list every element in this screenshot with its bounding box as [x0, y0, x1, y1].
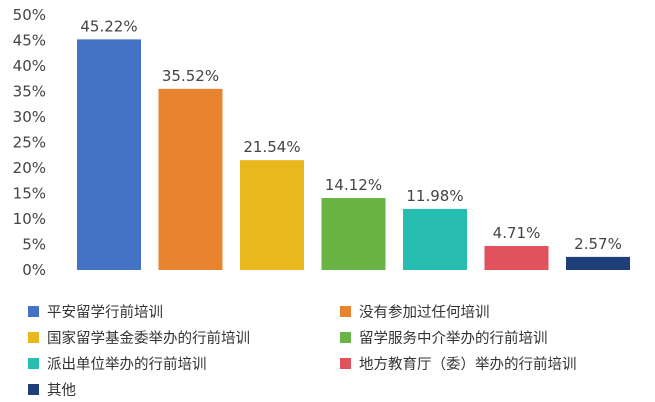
y-axis: 0% 5% 10% 15% 20% 25% 30% 35% 40% 45% 50%	[13, 6, 46, 279]
y-tick-label: 15%	[13, 185, 46, 203]
legend-item: 国家留学基金委举办的行前培训	[28, 328, 340, 347]
legend-swatch	[340, 306, 351, 317]
data-label: 21.54%	[243, 138, 300, 156]
bar-chart: 0% 5% 10% 15% 20% 25% 30% 35% 40% 45% 50% 45.22% 35…	[13, 6, 630, 279]
bar	[321, 197, 386, 270]
legend-item: 没有参加过任何培训	[340, 302, 640, 321]
bar	[158, 88, 223, 271]
bar	[403, 208, 467, 270]
legend-label: 地方教育厅（委）举办的行前培训	[359, 357, 577, 373]
y-tick-label: 0%	[22, 261, 46, 279]
y-tick-label: 20%	[13, 159, 46, 177]
legend-label: 派出单位举办的行前培训	[47, 357, 207, 373]
legend-item: 派出单位举办的行前培训	[28, 354, 340, 373]
legend-swatch	[28, 306, 39, 317]
y-tick-label: 10%	[13, 210, 46, 228]
legend-swatch	[340, 358, 351, 369]
bar	[566, 256, 630, 270]
y-tick-label: 45%	[13, 32, 46, 50]
y-tick-label: 40%	[13, 57, 46, 75]
y-tick-label: 30%	[13, 108, 46, 126]
legend-item: 地方教育厅（委）举办的行前培训	[340, 354, 640, 373]
legend-label: 没有参加过任何培训	[359, 305, 490, 321]
legend-label: 国家留学基金委举办的行前培训	[47, 331, 250, 347]
data-label: 35.52%	[162, 67, 219, 85]
y-tick-label: 25%	[13, 134, 46, 152]
data-labels: 45.22% 35.52% 21.54% 14.12% 11.98% 4.71% 2.57%	[80, 17, 621, 253]
data-label: 11.98%	[406, 187, 463, 205]
bar	[77, 39, 141, 271]
legend-swatch	[28, 332, 39, 343]
legend-item: 留学服务中介举办的行前培训	[340, 328, 640, 347]
legend-swatch	[28, 358, 39, 369]
legend-label: 留学服务中介举办的行前培训	[359, 331, 548, 347]
legend-swatch	[340, 332, 351, 343]
bars	[77, 39, 630, 271]
y-tick-label: 5%	[22, 236, 46, 254]
data-label: 14.12%	[325, 176, 382, 194]
legend-label: 平安留学行前培训	[47, 305, 163, 321]
data-label: 45.22%	[80, 17, 137, 35]
legend-label: 其他	[47, 383, 76, 399]
legend-swatch	[28, 384, 39, 395]
data-label: 4.71%	[493, 224, 541, 242]
legend-item: 平安留学行前培训	[28, 302, 340, 321]
bar	[484, 245, 549, 270]
y-tick-label: 35%	[13, 83, 46, 101]
bar	[240, 160, 304, 270]
data-label: 2.57%	[574, 235, 622, 253]
legend: 平安留学行前培训 没有参加过任何培训国家留学基金委举办的行前培训 留学服务中介举办的…	[28, 302, 648, 399]
y-tick-label: 50%	[13, 6, 46, 24]
legend-item: 其他	[28, 380, 340, 399]
